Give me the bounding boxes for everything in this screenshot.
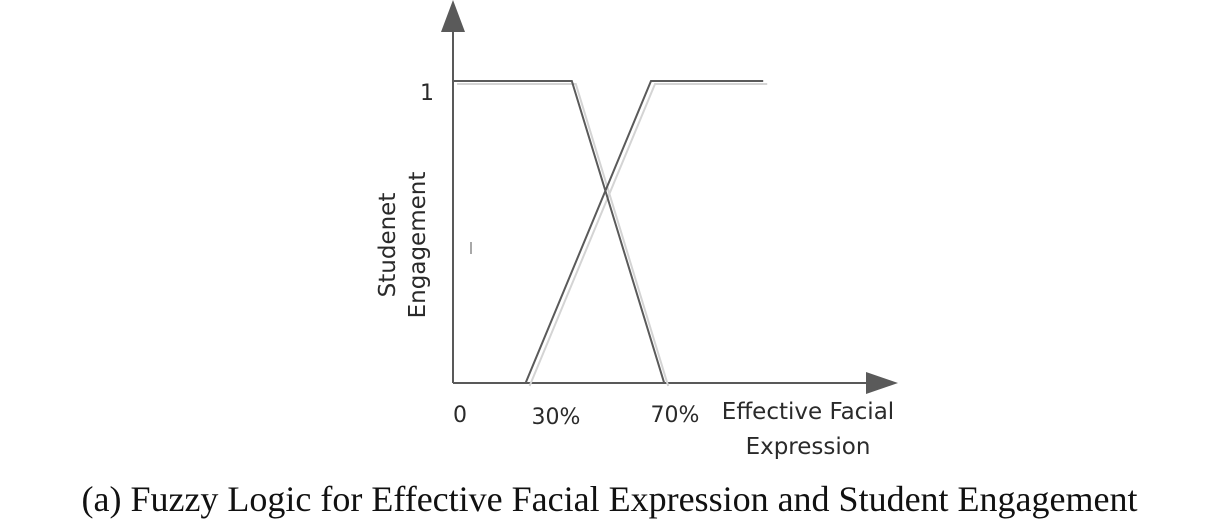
- x-axis-label-line-1: Effective Facial: [722, 399, 894, 425]
- x-tick-label: 70%: [651, 403, 700, 428]
- membership-line-1: [453, 80, 666, 384]
- x-tick-label: 30%: [532, 405, 581, 430]
- membership-shadows: [457, 83, 768, 387]
- x-axis-arrowhead: [866, 372, 898, 394]
- figure-caption: (a) Fuzzy Logic for Effective Facial Exp…: [81, 479, 1138, 519]
- membership-line-2: [524, 80, 764, 384]
- x-axis-label-line-2: Expression: [746, 434, 871, 460]
- y-axis-arrowhead: [441, 0, 465, 32]
- membership-line-shadow-1: [457, 83, 670, 387]
- membership-line-shadow-2: [528, 83, 768, 387]
- y-tick-label: 1: [420, 81, 434, 106]
- x-tick-label: 0: [453, 403, 467, 428]
- y-axis-label-line-1: Studenet: [375, 193, 401, 298]
- membership-lines: [453, 80, 764, 384]
- y-axis-label-line-2: Engagement: [405, 172, 431, 319]
